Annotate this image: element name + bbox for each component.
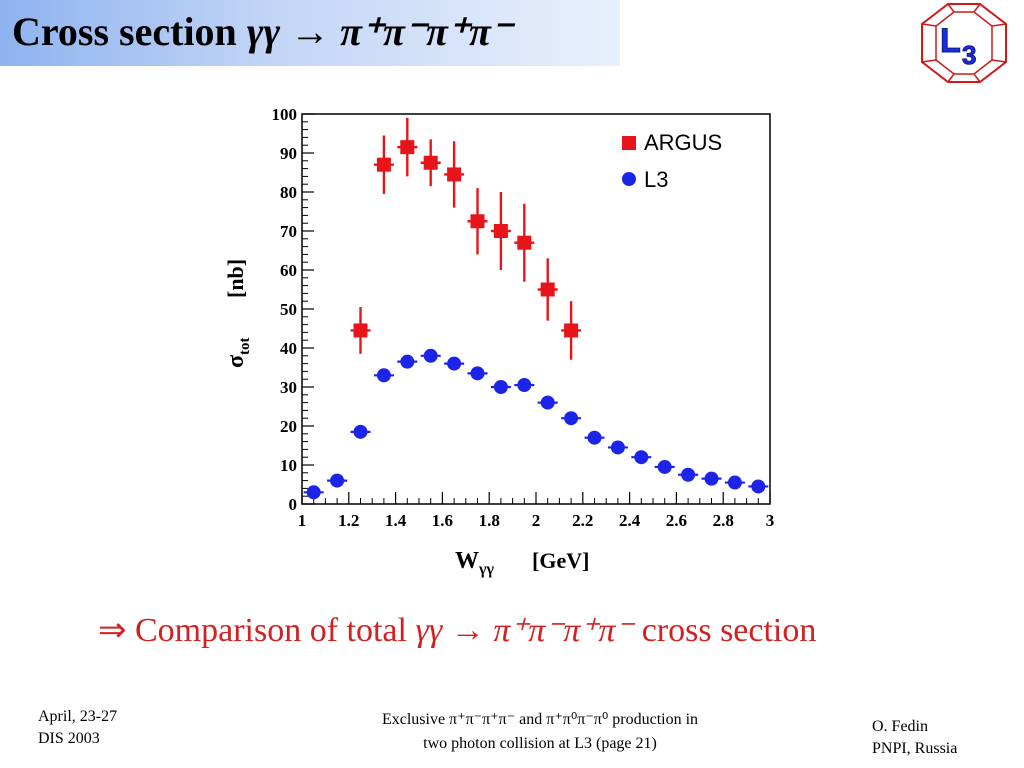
x-tick-label: 2: [532, 511, 541, 530]
y-tick-label: 40: [280, 339, 297, 358]
l3-data-point: [447, 356, 462, 371]
l3-data-point: [681, 467, 696, 482]
l3-data-point: [517, 378, 532, 393]
x-axis-label-main: W: [455, 548, 479, 574]
x-axis-label: Wγγ [GeV]: [455, 548, 589, 578]
l3-data-point: [587, 430, 602, 445]
plot-frame: [301, 113, 771, 505]
l3-data-point: [400, 354, 415, 369]
footer-talk-title: Exclusive π⁺π⁻π⁺π⁻ and π⁺π⁰π⁻π⁰ producti…: [310, 708, 770, 756]
argus-data-point: [447, 167, 462, 182]
title-prefix: Cross section: [12, 9, 247, 54]
footer-date-line: April, 23-27: [38, 708, 118, 725]
y-tick-label: 70: [280, 222, 297, 241]
x-tick-label: 2.8: [713, 511, 734, 530]
argus-data-point: [353, 323, 368, 338]
comparison-reaction: γγ → π⁺π⁻π⁺π⁻: [415, 612, 634, 649]
argus-data-point: [517, 235, 532, 250]
x-tick-label: 2.4: [619, 511, 641, 530]
x-tick-label: 1.2: [338, 511, 359, 530]
title-reaction: γγ → π⁺π⁻π⁺π⁻: [246, 9, 512, 54]
l3-data-point: [751, 479, 766, 494]
argus-data-point: [493, 224, 508, 238]
cross-section-chart: 0 10 20 30 40 50 60 70 80 90 100 1 1.2 1.4 1.6 1.8 2 2.2 2…: [223, 105, 775, 578]
y-axis-label-unit: [nb]: [223, 259, 248, 298]
l3-data-point: [353, 424, 368, 439]
l3-data-point: [610, 440, 625, 455]
l3-data-point: [376, 368, 391, 383]
argus-data-point: [423, 155, 438, 170]
x-tick-label: 2.2: [572, 511, 593, 530]
y-tick-label: 0: [289, 495, 298, 514]
svg-text:Wγγ: Wγγ: [455, 548, 494, 578]
x-tick-label: 3: [766, 511, 775, 530]
l3-data-point: [330, 473, 345, 488]
l3-data-point: [493, 380, 508, 394]
y-tick-label: 50: [280, 300, 297, 319]
argus-data-point: [376, 157, 391, 172]
slide-title: Cross section γγ → π⁺π⁻π⁺π⁻: [12, 8, 512, 55]
title-band: [0, 0, 620, 66]
y-tick-label: 20: [280, 417, 297, 436]
argus-data-point: [540, 282, 555, 297]
l3-data-point: [470, 366, 485, 381]
footer-talk-line2: two photon collision at L3 (page 21): [423, 735, 657, 752]
argus-data-point: [470, 214, 485, 229]
x-axis-label-sub: γγ: [478, 561, 494, 578]
y-tick-label: 30: [280, 378, 297, 397]
legend-marker-argus: [622, 136, 636, 150]
footer-author-name: O. Fedin: [872, 718, 928, 735]
x-tick-label: 1: [298, 511, 307, 530]
comparison-suffix: cross section: [633, 612, 817, 649]
y-axis-label: σtot [nb]: [223, 259, 253, 368]
y-tick-label: 60: [280, 261, 297, 280]
l3-data-point: [306, 485, 321, 500]
legend-marker-l3: [622, 172, 636, 186]
l3-data-point: [540, 395, 555, 410]
y-tick-label: 80: [280, 183, 297, 202]
footer-talk-line1: Exclusive π⁺π⁻π⁺π⁻ and π⁺π⁰π⁻π⁰ producti…: [381, 711, 699, 728]
footer-date: April, 23-27 DIS 2003: [38, 706, 117, 750]
chart-legend: ARGUS L3: [622, 130, 722, 192]
y-axis-label-main: σ: [223, 355, 249, 368]
legend-label-argus: ARGUS: [644, 130, 722, 155]
x-tick-label: 1.6: [432, 511, 453, 530]
y-tick-label: 10: [280, 456, 297, 475]
footer-author: O. Fedin PNPI, Russia: [872, 716, 957, 760]
y-tick-label: 90: [280, 144, 297, 163]
x-axis-label-unit: [GeV]: [532, 548, 589, 573]
l3-logo-icon: L 3: [921, 3, 1007, 83]
l3-data-point: [727, 475, 742, 490]
l3-data-point: [704, 471, 719, 486]
comparison-statement: ⇒ Comparison of total γγ → π⁺π⁻π⁺π⁻ cros…: [98, 610, 816, 650]
l3-data-point: [657, 459, 672, 474]
x-tick-label: 1.4: [385, 511, 407, 530]
l3-data-point: [634, 450, 649, 465]
x-tick-label: 2.6: [666, 511, 687, 530]
comparison-prefix: ⇒ Comparison of total: [98, 612, 416, 649]
footer-author-affiliation: PNPI, Russia: [872, 740, 958, 757]
l3-data-point: [564, 411, 579, 426]
svg-text:L: L: [940, 22, 961, 60]
y-axis-label-sub: tot: [237, 337, 253, 355]
x-tick-label: 1.8: [479, 511, 500, 530]
y-tick-label: 100: [272, 105, 298, 124]
argus-data-point: [400, 140, 415, 155]
l3-data-point: [423, 348, 438, 363]
argus-data-point: [564, 323, 579, 338]
svg-text:σtot: σtot: [223, 337, 253, 368]
legend-label-l3: L3: [644, 167, 668, 192]
footer-conference-line: DIS 2003: [38, 730, 100, 747]
svg-text:3: 3: [962, 40, 976, 70]
